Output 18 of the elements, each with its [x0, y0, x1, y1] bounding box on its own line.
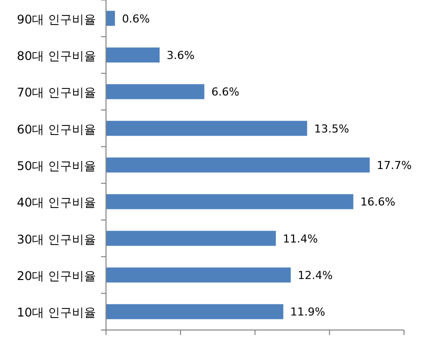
data-label: 11.9%	[290, 306, 326, 319]
y-tick-label: 90대 인구비율	[16, 12, 96, 26]
data-label: 17.7%	[376, 159, 412, 172]
y-tick-label: 70대 인구비율	[16, 86, 96, 100]
data-label: 12.4%	[298, 269, 333, 282]
data-label: 16.6%	[360, 196, 396, 209]
data-label: 11.4%	[282, 232, 318, 246]
y-tick-label: 60대 인구비율	[16, 122, 96, 136]
data-label: 0.6%	[122, 12, 150, 26]
data-label: 3.6%	[166, 49, 195, 62]
y-tick-label: 40대 인구비율	[16, 196, 96, 210]
y-tick-label: 30대 인구비율	[16, 232, 96, 246]
y-tick-label: 20대 인구비율	[16, 269, 96, 283]
y-tick-label: 10대 인구비율	[16, 306, 96, 320]
data-label: 6.6%	[211, 86, 240, 99]
data-label: 13.5%	[314, 122, 350, 136]
y-tick-label: 50대 인구비율	[16, 159, 96, 173]
y-tick-label: 80대 인구비율	[16, 49, 96, 63]
